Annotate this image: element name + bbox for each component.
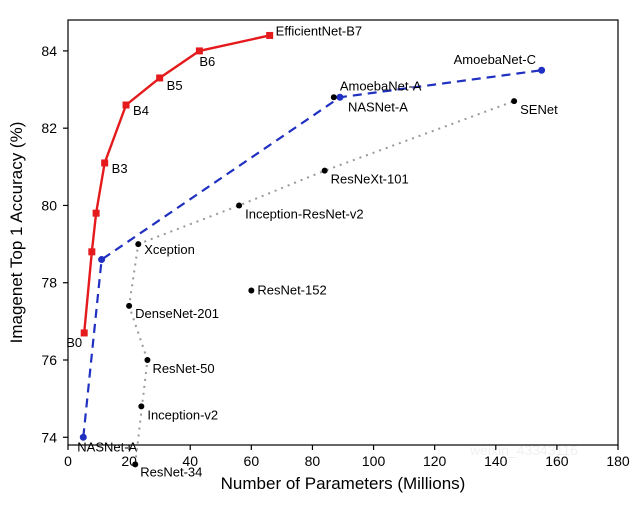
point-label: B3 <box>112 161 128 176</box>
marker-efficientnet <box>123 102 130 109</box>
marker-nasnet-line <box>98 256 105 263</box>
point-label: ResNet-50 <box>152 361 214 376</box>
y-tick-label: 84 <box>41 43 57 59</box>
y-axis-title: Imagenet Top 1 Accuracy (%) <box>7 122 26 344</box>
marker-efficientnet <box>101 159 108 166</box>
marker-resnet-line <box>322 168 328 174</box>
point-label: ResNeXt-101 <box>331 172 409 187</box>
point-label: B4 <box>133 103 149 118</box>
scatter-point <box>248 287 254 293</box>
marker-nasnet-line <box>538 67 545 74</box>
y-tick-label: 80 <box>41 197 57 213</box>
point-label: ResNet-152 <box>257 282 326 297</box>
y-tick-label: 82 <box>41 120 57 136</box>
y-tick-label: 78 <box>41 275 57 291</box>
point-label: B0 <box>66 335 82 350</box>
point-label: DenseNet-201 <box>135 306 219 321</box>
point-label: B5 <box>167 78 183 93</box>
x-tick-label: 180 <box>606 453 630 469</box>
watermark-text: weixin_43343116 <box>469 442 578 458</box>
x-tick-label: 100 <box>362 453 386 469</box>
scatter-point <box>138 403 144 409</box>
point-label: NASNet-A <box>348 99 408 114</box>
y-tick-label: 76 <box>41 352 57 368</box>
point-label: ResNet-34 <box>140 464 202 479</box>
point-label: NASNet-A <box>77 439 137 454</box>
marker-efficientnet <box>88 248 95 255</box>
x-tick-label: 0 <box>64 453 72 469</box>
scatter-point <box>331 94 337 100</box>
marker-efficientnet <box>156 74 163 81</box>
point-label: AmoebaNet-A <box>340 78 422 93</box>
y-tick-label: 74 <box>41 429 57 445</box>
point-label: B6 <box>199 54 215 69</box>
marker-resnet-line <box>132 461 138 467</box>
point-label: Inception-ResNet-v2 <box>245 206 364 221</box>
point-label: SENet <box>520 102 558 117</box>
marker-resnet-line <box>511 98 517 104</box>
marker-resnet-line <box>236 202 242 208</box>
x-axis-title: Number of Parameters (Millions) <box>221 474 466 493</box>
marker-efficientnet <box>93 210 100 217</box>
efficientnet-scaling-chart: 020406080100120140160180747678808284Numb… <box>0 0 640 505</box>
point-label: EfficientNet-B7 <box>276 23 362 38</box>
x-tick-label: 120 <box>423 453 447 469</box>
x-tick-label: 80 <box>305 453 321 469</box>
marker-nasnet-line <box>336 94 343 101</box>
point-label: AmoebaNet-C <box>454 52 536 67</box>
x-tick-label: 60 <box>244 453 260 469</box>
point-label: Xception <box>144 242 195 257</box>
point-label: Inception-v2 <box>147 407 218 422</box>
marker-resnet-line <box>126 303 132 309</box>
marker-resnet-line <box>144 357 150 363</box>
marker-resnet-line <box>135 241 141 247</box>
marker-efficientnet <box>266 32 273 39</box>
